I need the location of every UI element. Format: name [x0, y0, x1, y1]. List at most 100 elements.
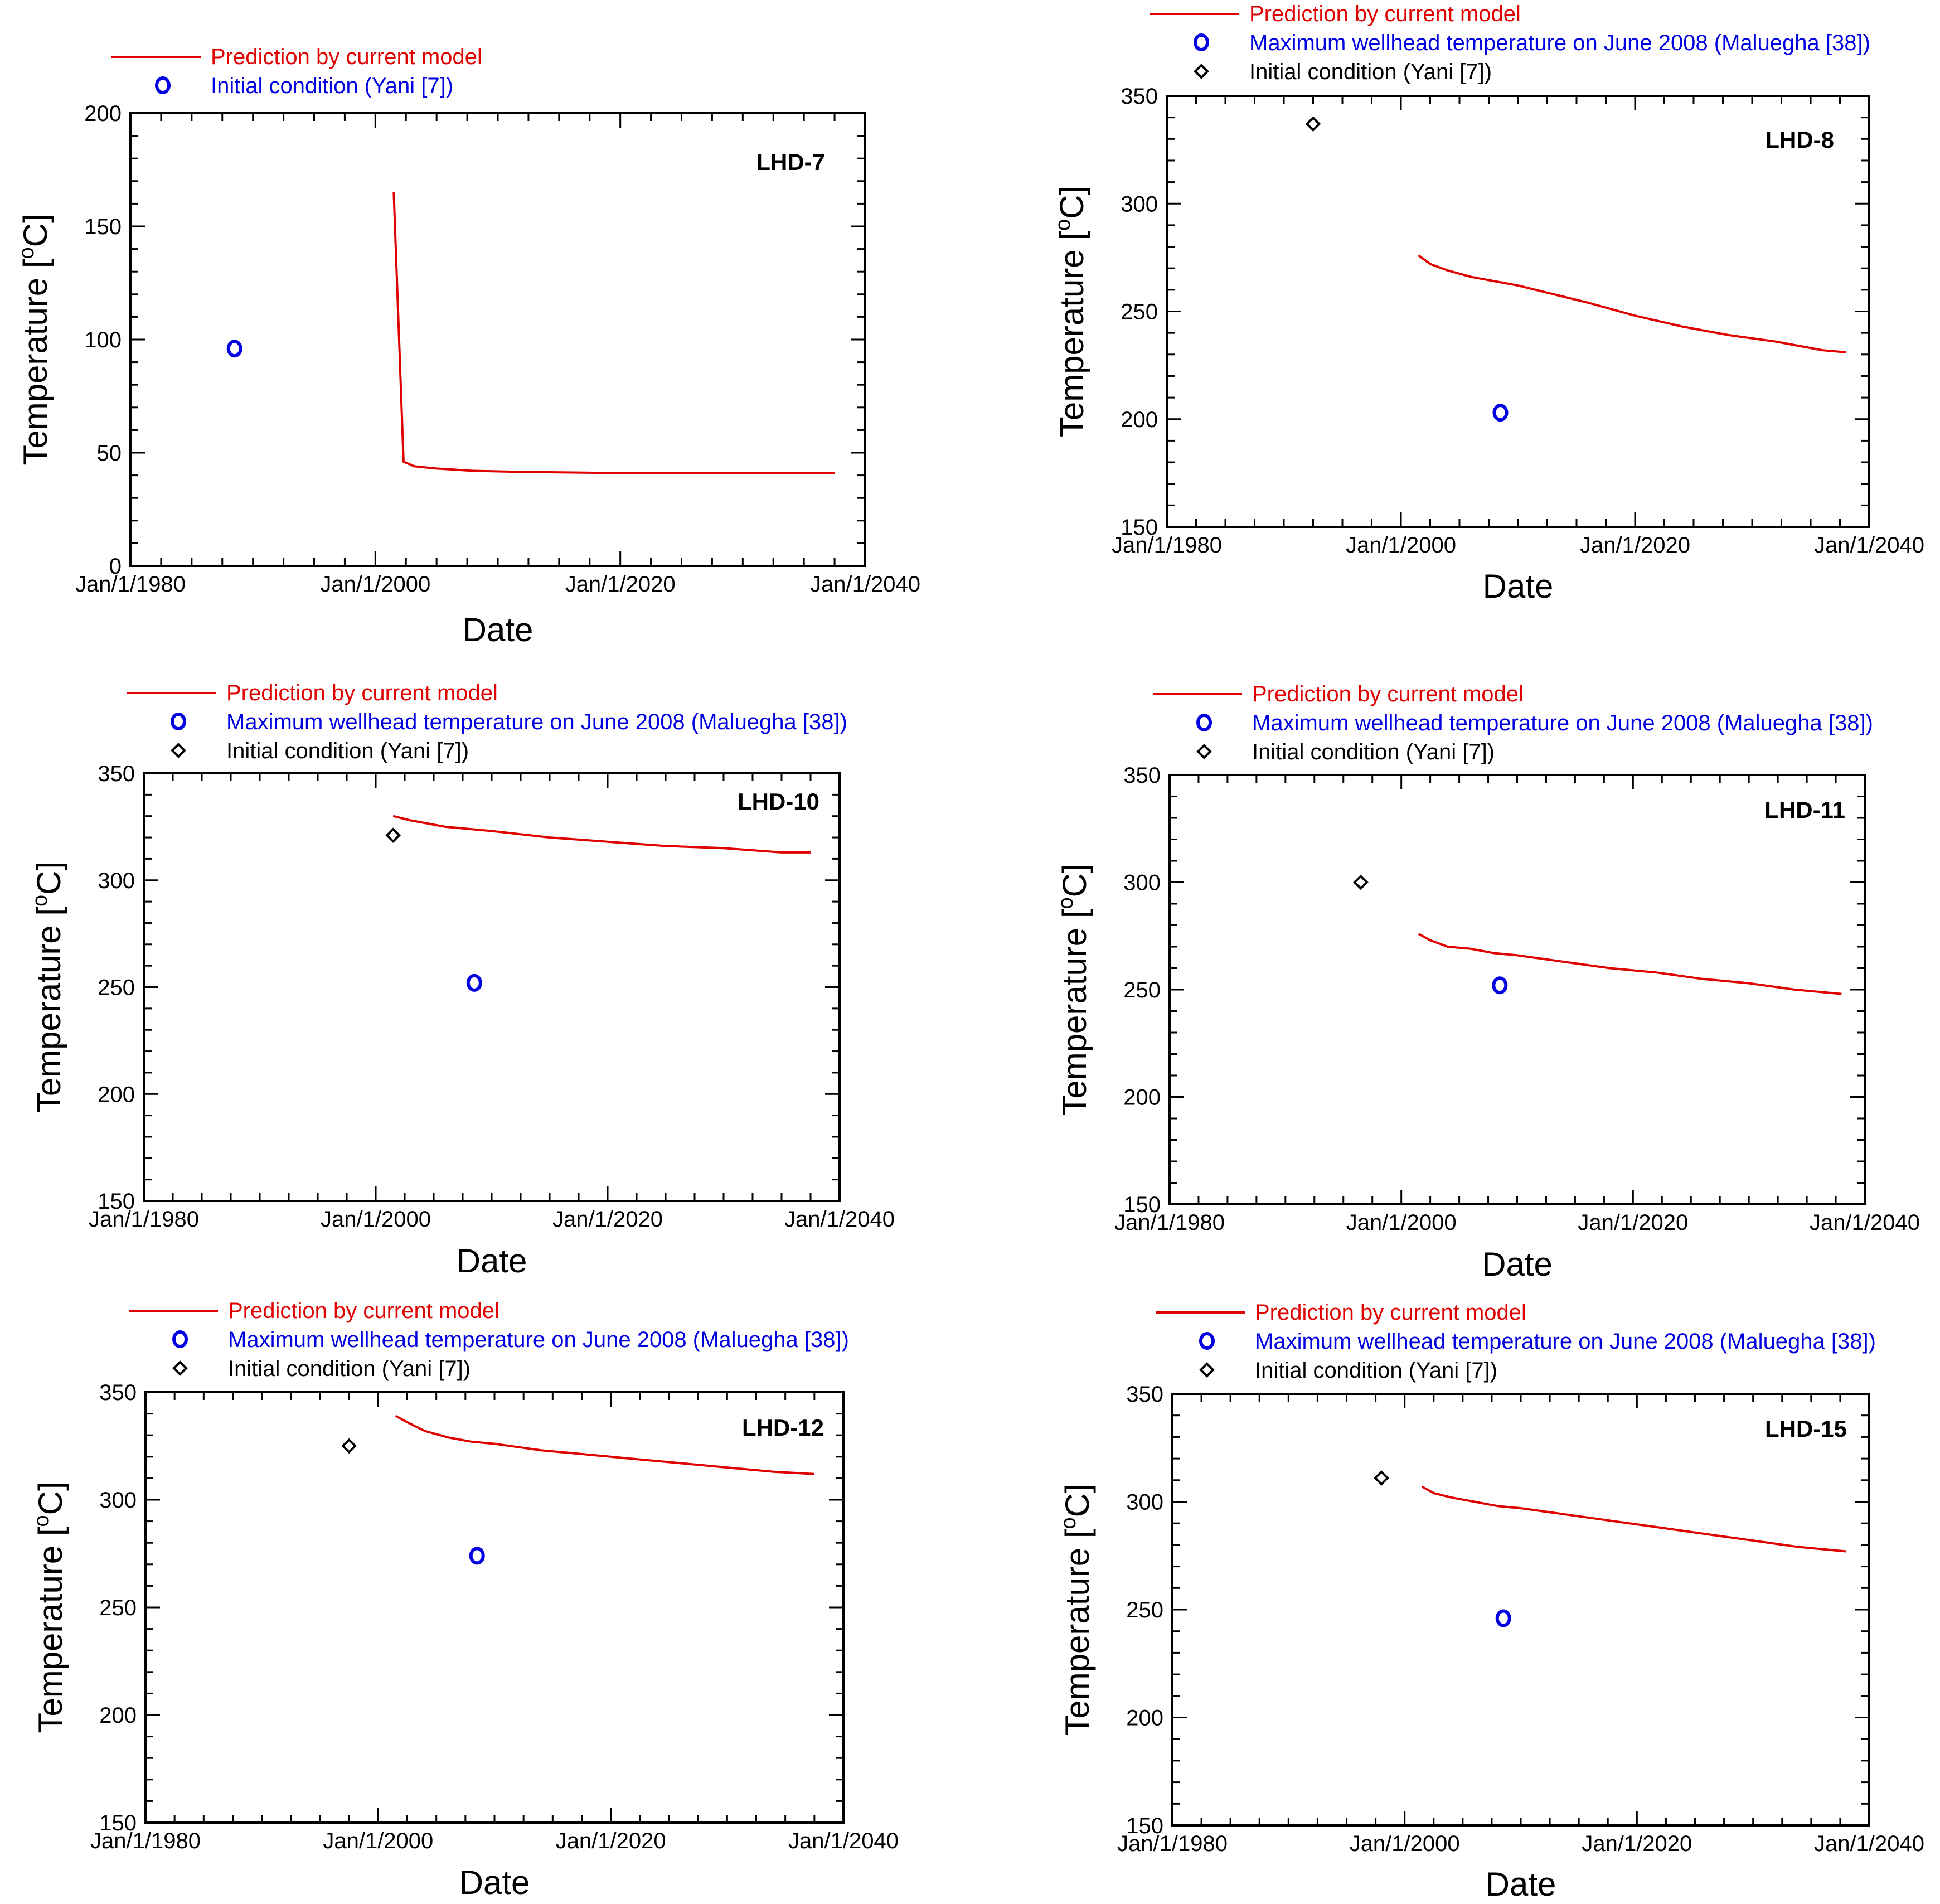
y-axis-title-degree: o	[1054, 897, 1078, 909]
y-tick-label: 350	[99, 1380, 137, 1405]
legend-symbol	[1199, 1332, 1215, 1350]
x-tick-label: Jan/1/1980	[89, 1207, 199, 1232]
legend-circle-symbol	[1194, 33, 1209, 51]
y-tick-label: 200	[99, 1703, 137, 1728]
legend-entry: Prediction by current model	[1249, 2, 1521, 26]
legend-entry: Prediction by current model	[228, 1299, 499, 1323]
x-tick-label: Jan/1/2000	[320, 572, 430, 597]
y-tick-label: 150	[1126, 1814, 1163, 1838]
legend-circle-symbol	[1196, 714, 1212, 731]
y-axis-title-main: Temperature [	[1056, 909, 1093, 1115]
well-label: LHD-7	[756, 149, 825, 175]
y-tick-label: 50	[97, 441, 122, 466]
legend-entry: Initial condition (Yani [7])	[1255, 1358, 1497, 1383]
y-axis-title-main: Temperature [	[1053, 231, 1090, 437]
y-tick-label: 350	[1123, 763, 1161, 788]
x-tick-label: Jan/1/2000	[1350, 1832, 1460, 1856]
y-axis-title-main: Temperature [	[32, 1527, 69, 1733]
x-tick-label: Jan/1/2040	[1814, 1832, 1924, 1856]
y-tick-label: 150	[84, 215, 122, 239]
legend-entry: Maximum wellhead temperature on June 200…	[1252, 711, 1873, 735]
y-tick-label: 0	[109, 554, 122, 579]
y-tick-label: 250	[1121, 300, 1158, 324]
y-tick-label: 300	[1126, 1490, 1163, 1515]
y-axis-title-degree: o	[30, 1515, 54, 1527]
y-tick-label: 200	[98, 1082, 135, 1107]
y-tick-label: 350	[1121, 84, 1158, 109]
legend-entry: Maximum wellhead temperature on June 200…	[1255, 1329, 1876, 1354]
legend-symbol	[1196, 714, 1212, 731]
y-axis-title-degree: o	[15, 247, 38, 259]
y-tick-label: 300	[1123, 871, 1161, 895]
x-tick-label: Jan/1/1980	[1117, 1832, 1228, 1856]
chart-panel-lhd-12: Jan/1/1980 Jan/1/2000 Jan/1/2020 Jan/1/2040…	[30, 1299, 899, 1901]
well-label: LHD-15	[1765, 1416, 1847, 1442]
legend-symbol	[172, 1360, 188, 1376]
chart-panel-lhd-10: Jan/1/1980 Jan/1/2000 Jan/1/2020 Jan/1/2040…	[28, 681, 895, 1280]
y-tick-label: 350	[1126, 1382, 1163, 1407]
legend-entry: Prediction by current model	[1255, 1300, 1526, 1325]
well-label: LHD-10	[738, 788, 819, 815]
x-axis-title: Date	[459, 1864, 530, 1901]
y-tick-label: 150	[1123, 1193, 1161, 1217]
y-tick-label: 100	[84, 328, 122, 352]
well-label: LHD-11	[1764, 797, 1845, 823]
x-tick-label: Jan/1/2020	[1578, 1210, 1688, 1235]
x-tick-label: Jan/1/2020	[1580, 533, 1690, 558]
x-tick-label: Jan/1/2040	[784, 1207, 895, 1232]
initial-condition-point	[1374, 1470, 1389, 1486]
legend-entry: Maximum wellhead temperature on June 200…	[226, 710, 847, 734]
chart-panel-lhd-7: Jan/1/1980 Jan/1/2000 Jan/1/2020 Jan/1/2040…	[15, 45, 920, 648]
x-axis-title: Date	[463, 611, 534, 648]
y-tick-label: 150	[98, 1189, 135, 1214]
x-axis-title: Date	[1483, 568, 1554, 605]
legend-symbol	[1199, 1362, 1215, 1378]
y-axis-title-unit: C]	[1053, 186, 1090, 219]
y-tick-label: 300	[1121, 192, 1158, 216]
x-tick-label: Jan/1/2040	[1814, 533, 1924, 558]
chart-panel-lhd-15: Jan/1/1980 Jan/1/2000 Jan/1/2020 Jan/1/2040…	[1057, 1300, 1924, 1903]
y-axis-title: Temperature [oC]	[15, 214, 54, 465]
y-tick-label: 300	[98, 869, 135, 893]
x-tick-label: Jan/1/2020	[552, 1207, 663, 1232]
x-axis-title: Date	[1486, 1866, 1556, 1903]
initial-condition-point	[1353, 874, 1369, 890]
y-axis-title: Temperature [oC]	[1054, 864, 1093, 1115]
prediction-line	[392, 192, 835, 474]
well-label: LHD-12	[742, 1414, 824, 1441]
legend-diamond-symbol	[172, 1360, 188, 1376]
x-tick-label: Jan/1/1980	[90, 1829, 201, 1853]
x-tick-label: Jan/1/1980	[1112, 533, 1222, 558]
prediction-line	[1421, 1485, 1846, 1553]
legend-diamond-symbol	[171, 743, 186, 758]
legend-diamond-symbol	[1194, 64, 1209, 79]
x-tick-label: Jan/1/2000	[323, 1829, 433, 1853]
x-tick-label: Jan/1/1980	[75, 572, 186, 597]
legend-diamond-symbol	[1199, 1362, 1215, 1378]
x-tick-label: Jan/1/2040	[810, 572, 920, 597]
y-tick-label: 250	[1123, 978, 1161, 1002]
y-tick-label: 150	[99, 1811, 137, 1835]
y-axis-title: Temperature [oC]	[28, 861, 67, 1113]
legend-entry: Initial condition (Yani [7])	[211, 74, 453, 98]
legend-entry: Prediction by current model	[1252, 682, 1524, 706]
legend-symbol	[172, 1330, 188, 1348]
x-tick-label: Jan/1/2040	[788, 1829, 899, 1853]
legend-symbol	[1194, 64, 1209, 79]
y-axis-title-degree: o	[28, 895, 52, 907]
measured-point	[226, 340, 243, 358]
measured-point	[466, 973, 482, 992]
legend-symbol	[171, 713, 186, 730]
y-axis-title: Temperature [oC]	[30, 1481, 69, 1733]
y-tick-label: 250	[98, 976, 135, 1000]
x-tick-label: Jan/1/2020	[556, 1829, 666, 1853]
legend-symbol	[1194, 33, 1209, 51]
legend-symbol	[1196, 744, 1212, 759]
prediction-line	[1418, 933, 1842, 995]
legend-symbol	[155, 76, 171, 94]
y-axis-title: Temperature [oC]	[1057, 1484, 1096, 1735]
measured-point	[469, 1547, 485, 1565]
legend-entry: Initial condition (Yani [7])	[1249, 60, 1492, 84]
y-axis-title-unit: C]	[30, 861, 67, 895]
